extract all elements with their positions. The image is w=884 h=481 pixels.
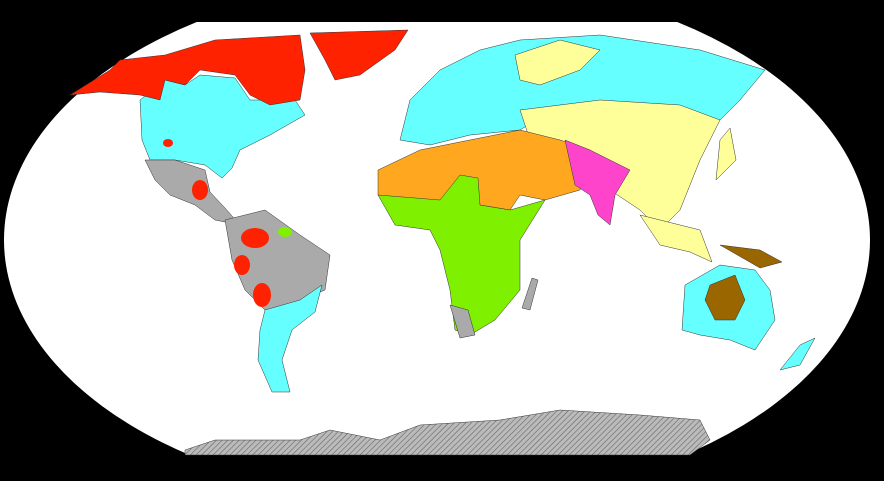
- region-greenland-red: [309, 29, 409, 81]
- region-amazon-red: [253, 283, 271, 307]
- region-india-magenta: [564, 139, 631, 226]
- region-mexico-red: [192, 180, 208, 200]
- region-siberia-yellow: [514, 39, 601, 86]
- antarctica: [184, 409, 711, 456]
- region-southeast-asia-yellow: [639, 214, 713, 263]
- region-south-america-cyan: [257, 284, 323, 393]
- africa: [377, 174, 546, 339]
- region-canada-red: [69, 34, 306, 106]
- region-australia-brown: [704, 274, 746, 321]
- region-new-guinea-brown: [719, 244, 783, 269]
- oceania: [681, 244, 816, 371]
- region-africa-green: [377, 174, 546, 336]
- region-us-red: [163, 139, 173, 147]
- region-new-zealand-cyan: [779, 337, 816, 371]
- north-america: [69, 29, 409, 226]
- region-southern-africa-gray: [449, 304, 476, 339]
- region-madagascar-gray: [521, 277, 539, 311]
- region-amazon-red: [241, 228, 269, 248]
- region-guiana-green: [278, 227, 292, 237]
- region-japan-yellow: [715, 127, 737, 181]
- region-amazon-red: [234, 255, 250, 275]
- south-america: [224, 209, 331, 393]
- eurasia: [377, 34, 766, 263]
